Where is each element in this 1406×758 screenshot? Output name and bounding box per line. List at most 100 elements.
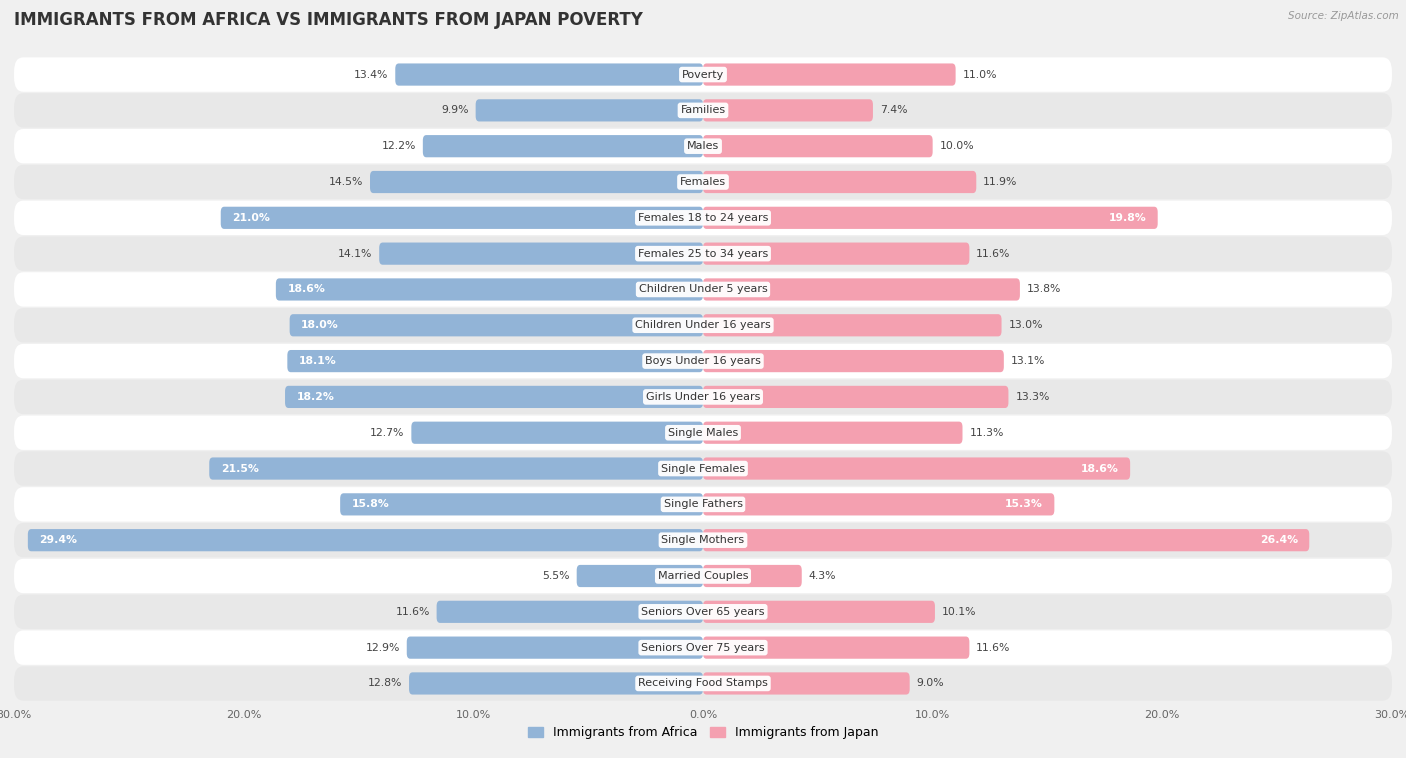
FancyBboxPatch shape xyxy=(475,99,703,121)
FancyBboxPatch shape xyxy=(703,457,1130,480)
Text: 9.0%: 9.0% xyxy=(917,678,945,688)
FancyBboxPatch shape xyxy=(14,344,1392,378)
FancyBboxPatch shape xyxy=(395,64,703,86)
Text: 18.6%: 18.6% xyxy=(287,284,325,294)
FancyBboxPatch shape xyxy=(209,457,703,480)
Text: 12.9%: 12.9% xyxy=(366,643,399,653)
FancyBboxPatch shape xyxy=(14,451,1392,486)
FancyBboxPatch shape xyxy=(703,99,873,121)
FancyBboxPatch shape xyxy=(412,421,703,444)
Text: Single Fathers: Single Fathers xyxy=(664,500,742,509)
FancyBboxPatch shape xyxy=(14,58,1392,92)
Text: 19.8%: 19.8% xyxy=(1108,213,1146,223)
FancyBboxPatch shape xyxy=(285,386,703,408)
Text: 13.0%: 13.0% xyxy=(1008,321,1043,330)
FancyBboxPatch shape xyxy=(703,637,969,659)
Text: Males: Males xyxy=(688,141,718,151)
FancyBboxPatch shape xyxy=(703,529,1309,551)
Text: Single Males: Single Males xyxy=(668,428,738,437)
Text: 13.1%: 13.1% xyxy=(1011,356,1045,366)
Text: 18.0%: 18.0% xyxy=(301,321,339,330)
FancyBboxPatch shape xyxy=(14,415,1392,450)
FancyBboxPatch shape xyxy=(576,565,703,587)
Text: 18.2%: 18.2% xyxy=(297,392,335,402)
Text: 11.6%: 11.6% xyxy=(395,607,430,617)
FancyBboxPatch shape xyxy=(380,243,703,265)
Text: 21.0%: 21.0% xyxy=(232,213,270,223)
FancyBboxPatch shape xyxy=(14,236,1392,271)
FancyBboxPatch shape xyxy=(703,421,963,444)
Text: 11.3%: 11.3% xyxy=(969,428,1004,437)
FancyBboxPatch shape xyxy=(370,171,703,193)
Text: Children Under 16 years: Children Under 16 years xyxy=(636,321,770,330)
FancyBboxPatch shape xyxy=(14,201,1392,235)
Text: 15.8%: 15.8% xyxy=(352,500,389,509)
FancyBboxPatch shape xyxy=(14,272,1392,307)
Text: 26.4%: 26.4% xyxy=(1260,535,1298,545)
Text: 18.6%: 18.6% xyxy=(1081,464,1119,474)
FancyBboxPatch shape xyxy=(14,380,1392,414)
Text: 12.8%: 12.8% xyxy=(368,678,402,688)
Text: Single Females: Single Females xyxy=(661,464,745,474)
FancyBboxPatch shape xyxy=(14,129,1392,164)
Text: 29.4%: 29.4% xyxy=(39,535,77,545)
Text: 11.9%: 11.9% xyxy=(983,177,1018,187)
FancyBboxPatch shape xyxy=(14,666,1392,700)
Text: 5.5%: 5.5% xyxy=(543,571,569,581)
Text: Receiving Food Stamps: Receiving Food Stamps xyxy=(638,678,768,688)
FancyBboxPatch shape xyxy=(14,523,1392,557)
Text: 11.6%: 11.6% xyxy=(976,643,1011,653)
Text: Females 18 to 24 years: Females 18 to 24 years xyxy=(638,213,768,223)
FancyBboxPatch shape xyxy=(14,487,1392,522)
Text: Single Mothers: Single Mothers xyxy=(661,535,745,545)
FancyBboxPatch shape xyxy=(287,350,703,372)
FancyBboxPatch shape xyxy=(437,600,703,623)
FancyBboxPatch shape xyxy=(14,308,1392,343)
Text: IMMIGRANTS FROM AFRICA VS IMMIGRANTS FROM JAPAN POVERTY: IMMIGRANTS FROM AFRICA VS IMMIGRANTS FRO… xyxy=(14,11,643,30)
Text: Families: Families xyxy=(681,105,725,115)
Text: Boys Under 16 years: Boys Under 16 years xyxy=(645,356,761,366)
FancyBboxPatch shape xyxy=(14,93,1392,127)
Text: Married Couples: Married Couples xyxy=(658,571,748,581)
Text: Females 25 to 34 years: Females 25 to 34 years xyxy=(638,249,768,258)
Text: 11.6%: 11.6% xyxy=(976,249,1011,258)
FancyBboxPatch shape xyxy=(340,493,703,515)
FancyBboxPatch shape xyxy=(703,207,1157,229)
Text: 9.9%: 9.9% xyxy=(441,105,468,115)
FancyBboxPatch shape xyxy=(290,314,703,337)
FancyBboxPatch shape xyxy=(703,350,1004,372)
Text: 10.0%: 10.0% xyxy=(939,141,974,151)
FancyBboxPatch shape xyxy=(703,314,1001,337)
FancyBboxPatch shape xyxy=(14,164,1392,199)
FancyBboxPatch shape xyxy=(703,493,1054,515)
FancyBboxPatch shape xyxy=(703,135,932,158)
FancyBboxPatch shape xyxy=(423,135,703,158)
Text: 12.7%: 12.7% xyxy=(370,428,405,437)
Text: Girls Under 16 years: Girls Under 16 years xyxy=(645,392,761,402)
FancyBboxPatch shape xyxy=(14,631,1392,665)
Text: 10.1%: 10.1% xyxy=(942,607,976,617)
Text: 13.4%: 13.4% xyxy=(354,70,388,80)
FancyBboxPatch shape xyxy=(276,278,703,301)
Text: 4.3%: 4.3% xyxy=(808,571,837,581)
Text: Seniors Over 65 years: Seniors Over 65 years xyxy=(641,607,765,617)
Text: Source: ZipAtlas.com: Source: ZipAtlas.com xyxy=(1288,11,1399,21)
Text: Poverty: Poverty xyxy=(682,70,724,80)
FancyBboxPatch shape xyxy=(703,64,956,86)
FancyBboxPatch shape xyxy=(703,386,1008,408)
Text: 11.0%: 11.0% xyxy=(963,70,997,80)
FancyBboxPatch shape xyxy=(703,243,969,265)
FancyBboxPatch shape xyxy=(703,278,1019,301)
Text: Children Under 5 years: Children Under 5 years xyxy=(638,284,768,294)
FancyBboxPatch shape xyxy=(406,637,703,659)
FancyBboxPatch shape xyxy=(409,672,703,694)
Text: Seniors Over 75 years: Seniors Over 75 years xyxy=(641,643,765,653)
FancyBboxPatch shape xyxy=(14,594,1392,629)
Text: 13.8%: 13.8% xyxy=(1026,284,1062,294)
FancyBboxPatch shape xyxy=(221,207,703,229)
FancyBboxPatch shape xyxy=(703,672,910,694)
FancyBboxPatch shape xyxy=(703,565,801,587)
Text: 15.3%: 15.3% xyxy=(1005,500,1043,509)
Text: 14.1%: 14.1% xyxy=(337,249,373,258)
Text: 12.2%: 12.2% xyxy=(381,141,416,151)
